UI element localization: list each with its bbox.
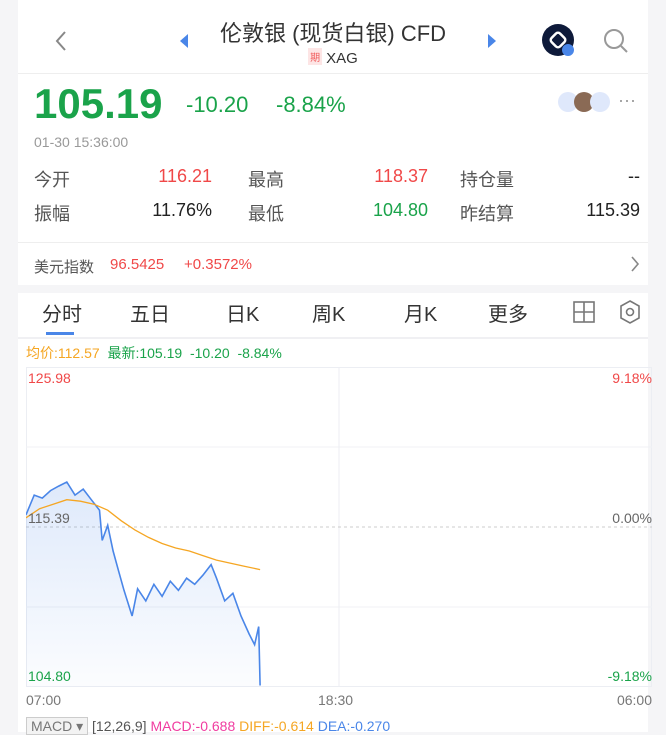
latest-pct: -8.84% <box>237 345 282 361</box>
divider <box>18 285 648 293</box>
diff-value: DIFF:-0.614 <box>239 718 314 734</box>
page: 伦敦银 (现货白银) CFD 期 XAG 105.19 -10.20 -8.84%… <box>18 0 652 735</box>
latest-change: -10.20 <box>189 345 230 361</box>
pct-tick-mid: 0.00% <box>612 510 652 526</box>
chart-legend: 均价:112.57 最新:105.19 -10.20 -8.84% <box>26 343 282 363</box>
macd-value: MACD:-0.688 <box>150 718 236 734</box>
prev-arrow-icon[interactable] <box>178 34 190 48</box>
price-change: -10.20 <box>186 92 249 117</box>
intraday-chart[interactable] <box>26 367 652 687</box>
price-area <box>26 482 261 687</box>
avatar <box>590 92 610 112</box>
avg-price-legend: 均价:112.57 <box>26 345 100 361</box>
more-icon[interactable]: ··· <box>618 90 636 110</box>
indicator-select[interactable]: MACD ▾ <box>26 717 89 735</box>
ai-assistant-icon[interactable] <box>542 24 576 58</box>
dea-value: DEA:-0.270 <box>317 718 391 734</box>
stat-value: 118.37 <box>374 166 428 186</box>
symbol: 期 XAG <box>18 48 648 67</box>
next-arrow-icon[interactable] <box>486 34 498 48</box>
tab-0[interactable]: 分时 <box>42 304 82 326</box>
active-tab-indicator <box>46 332 74 335</box>
stat-label: 持仓量 <box>460 170 514 190</box>
back-icon[interactable] <box>54 30 68 52</box>
chevron-right-icon <box>631 256 640 272</box>
latest-legend: 最新:105.19 <box>107 345 183 361</box>
settings-icon[interactable] <box>618 299 642 325</box>
stat-label: 昨结算 <box>460 204 514 224</box>
macd-legend: MACD ▾ [12,26,9] MACD:-0.688 DIFF:-0.614… <box>26 717 391 735</box>
x-tick: 18:30 <box>318 692 354 708</box>
x-tick: 07:00 <box>26 692 62 708</box>
y-tick-top: 125.98 <box>28 370 71 386</box>
page-title: 伦敦银 (现货白银) CFD <box>219 21 447 46</box>
stat-label: 最高 <box>248 170 284 190</box>
index-label: 美元指数 <box>34 259 95 276</box>
grid-layout-icon[interactable] <box>572 300 596 324</box>
stat-value: 11.76% <box>152 200 212 220</box>
search-icon[interactable] <box>603 28 629 54</box>
macd-params: [12,26,9] <box>92 718 147 734</box>
tab-2[interactable]: 日K <box>226 304 260 326</box>
pct-tick-top: 9.18% <box>612 370 652 386</box>
divider <box>18 337 648 339</box>
divider <box>18 242 648 243</box>
futures-tag: 期 <box>308 48 323 65</box>
stat-value: 116.21 <box>158 166 212 186</box>
stat-value: 115.39 <box>586 200 640 220</box>
avatar <box>574 92 594 112</box>
quote-time: 01-30 15:36:00 <box>34 134 129 150</box>
avg-line <box>26 499 261 571</box>
dollar-index-row[interactable]: 美元指数 96.5425 +0.3572% <box>18 243 648 285</box>
stat-label: 最低 <box>248 204 284 224</box>
price-change-pct: -8.84% <box>276 92 346 117</box>
tab-1[interactable]: 五日 <box>130 304 170 326</box>
stat-label: 今开 <box>34 170 70 190</box>
y-tick-bottom: 104.80 <box>28 668 71 684</box>
tab-4[interactable]: 月K <box>404 304 438 326</box>
tab-3[interactable]: 周K <box>312 304 346 326</box>
x-tick: 06:00 <box>616 692 652 708</box>
pct-tick-bottom: -9.18% <box>607 668 652 684</box>
symbol-code: XAG <box>326 50 358 67</box>
index-change: +0.3572% <box>184 256 252 273</box>
header: 伦敦银 (现货白银) CFD 期 XAG <box>18 0 648 74</box>
tab-5[interactable]: 更多 <box>488 304 528 326</box>
last-price: 105.19 <box>34 80 163 127</box>
index-value: 96.5425 <box>110 256 165 273</box>
indicator-selected: MACD <box>31 718 73 734</box>
stat-value: 104.80 <box>372 200 428 220</box>
followers-avatars[interactable] <box>558 92 614 112</box>
stat-label: 振幅 <box>34 204 70 224</box>
price-line <box>26 480 261 686</box>
y-tick-mid: 115.39 <box>28 510 70 526</box>
stat-value: -- <box>628 166 640 186</box>
avatar <box>558 92 578 112</box>
